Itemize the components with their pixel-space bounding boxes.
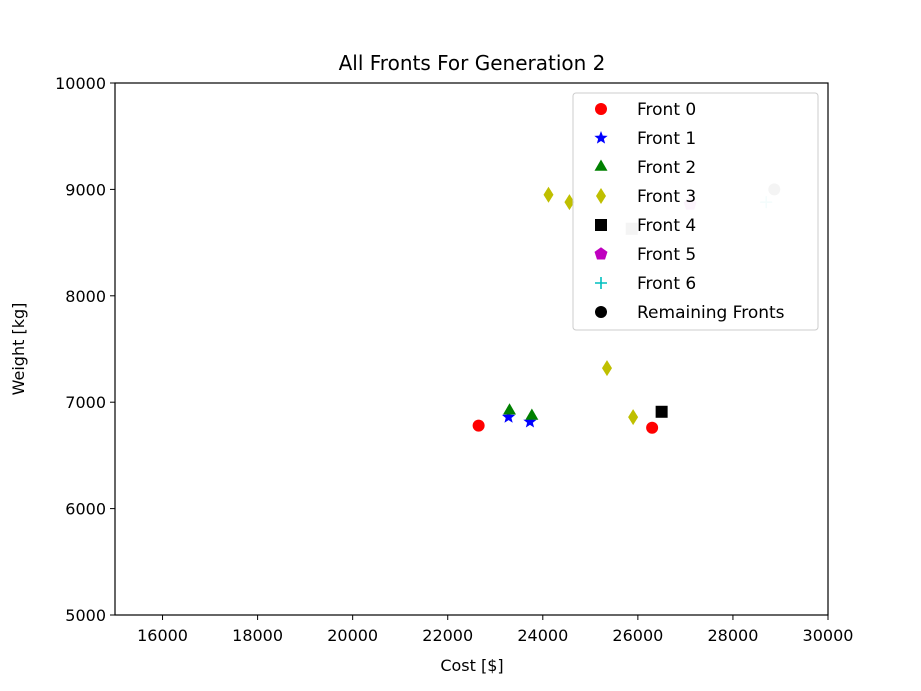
y-axis-label: Weight [kg] [9, 303, 28, 396]
x-tick-label: 26000 [612, 626, 663, 645]
legend-marker-front-3 [596, 188, 606, 204]
x-axis-label: Cost [$] [440, 656, 503, 675]
front-1-point-0 [501, 410, 516, 423]
legend-marker-front-1 [594, 131, 608, 144]
y-tick-label: 6000 [65, 500, 106, 519]
legend-label-front-7: Remaining Fronts [637, 303, 785, 323]
legend-marker-front-0 [595, 103, 607, 115]
x-tick-label: 24000 [517, 626, 568, 645]
x-tick-label: 30000 [803, 626, 854, 645]
front-3-point-3 [628, 409, 639, 426]
legend-marker-front-4 [595, 219, 607, 231]
legend-marker-front-2 [594, 159, 608, 171]
x-axis: 16000 18000 20000 22000 24000 26000 28000 30000 [137, 615, 853, 645]
y-tick-label: 5000 [65, 606, 106, 625]
front-3-point-2 [601, 360, 612, 377]
y-tick-label: 8000 [65, 287, 106, 306]
legend-label-front-1: Front 1 [637, 129, 696, 149]
front-3-point-0 [543, 186, 554, 203]
y-tick-label: 10000 [55, 74, 106, 93]
legend-label-front-4: Front 4 [637, 216, 696, 236]
front-2-point-1 [525, 408, 539, 420]
legend-label-front-6: Front 6 [637, 274, 696, 294]
chart-title: All Fronts For Generation 2 [339, 51, 606, 75]
x-tick-label: 28000 [707, 626, 758, 645]
front-4-point-0 [655, 405, 668, 418]
front-3-point-1 [564, 194, 575, 211]
front-0-point-1 [646, 421, 659, 434]
x-tick-label: 20000 [327, 626, 378, 645]
y-tick-label: 7000 [65, 393, 106, 412]
legend-label-front-0: Front 0 [637, 100, 696, 120]
plot-area-frame [114, 82, 829, 616]
legend-marker-front-5 [594, 247, 608, 260]
y-tick-label: 9000 [65, 180, 106, 199]
x-tick-label: 22000 [422, 626, 473, 645]
x-tick-label: 18000 [232, 626, 283, 645]
front-2-point-0 [503, 403, 517, 415]
legend-label-front-5: Front 5 [637, 245, 696, 265]
legend-marker-front-6 [595, 277, 607, 289]
front-1-point-1 [523, 414, 537, 428]
y-axis: 5000 6000 7000 8000 9000 10000 [55, 74, 115, 625]
legend-box [572, 92, 819, 331]
legend: Front 0 Front 1 Front 2 Front 3 Front 4 Front… [572, 92, 819, 331]
legend-label-front-3: Front 3 [637, 187, 696, 207]
x-tick-label: 16000 [137, 626, 188, 645]
front-0-point-0 [472, 419, 485, 432]
legend-label-front-2: Front 2 [637, 158, 696, 178]
legend-marker-front-7 [595, 306, 607, 318]
